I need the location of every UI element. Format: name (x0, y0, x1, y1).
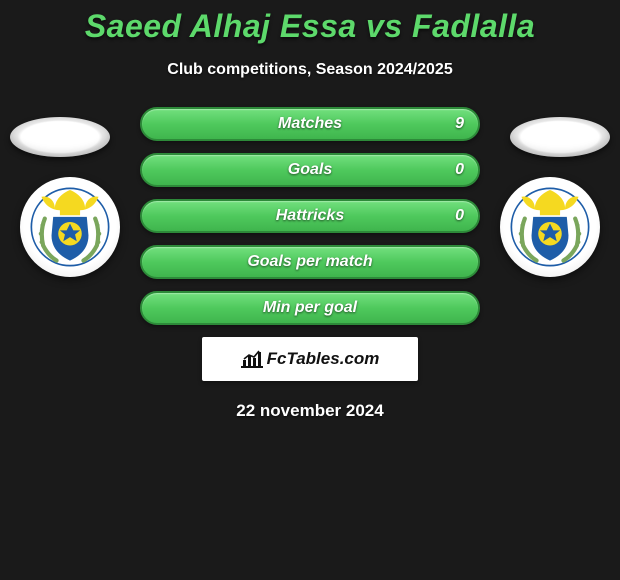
stat-value: 0 (455, 207, 464, 225)
generated-date: 22 november 2024 (0, 401, 620, 421)
stat-value: 9 (455, 115, 464, 133)
player-avatar-right (510, 117, 610, 157)
club-crest-icon (28, 185, 112, 269)
stat-label: Hattricks (276, 207, 344, 225)
stat-value: 0 (455, 161, 464, 179)
stat-label: Goals per match (247, 253, 372, 271)
club-badge-right (500, 177, 600, 277)
stat-label: Goals (288, 161, 332, 179)
stat-row-goals: Goals 0 (140, 153, 480, 187)
player-avatar-left (10, 117, 110, 157)
club-crest-icon (508, 185, 592, 269)
stats-list: Matches 9 Goals 0 Hattricks 0 Goals per … (140, 107, 480, 325)
bar-chart-icon (241, 350, 263, 368)
stat-label: Min per goal (263, 299, 357, 317)
stat-row-goals-per-match: Goals per match (140, 245, 480, 279)
stat-row-min-per-goal: Min per goal (140, 291, 480, 325)
stat-row-hattricks: Hattricks 0 (140, 199, 480, 233)
stat-row-matches: Matches 9 (140, 107, 480, 141)
subtitle: Club competitions, Season 2024/2025 (0, 61, 620, 79)
club-badge-left (20, 177, 120, 277)
brand-text: FcTables.com (267, 349, 380, 369)
brand-label: FcTables.com (241, 349, 380, 369)
comparison-content: Matches 9 Goals 0 Hattricks 0 Goals per … (0, 107, 620, 421)
brand-box: FcTables.com (202, 337, 418, 381)
page-title: Saeed Alhaj Essa vs Fadlalla (0, 0, 620, 45)
stat-label: Matches (278, 115, 342, 133)
